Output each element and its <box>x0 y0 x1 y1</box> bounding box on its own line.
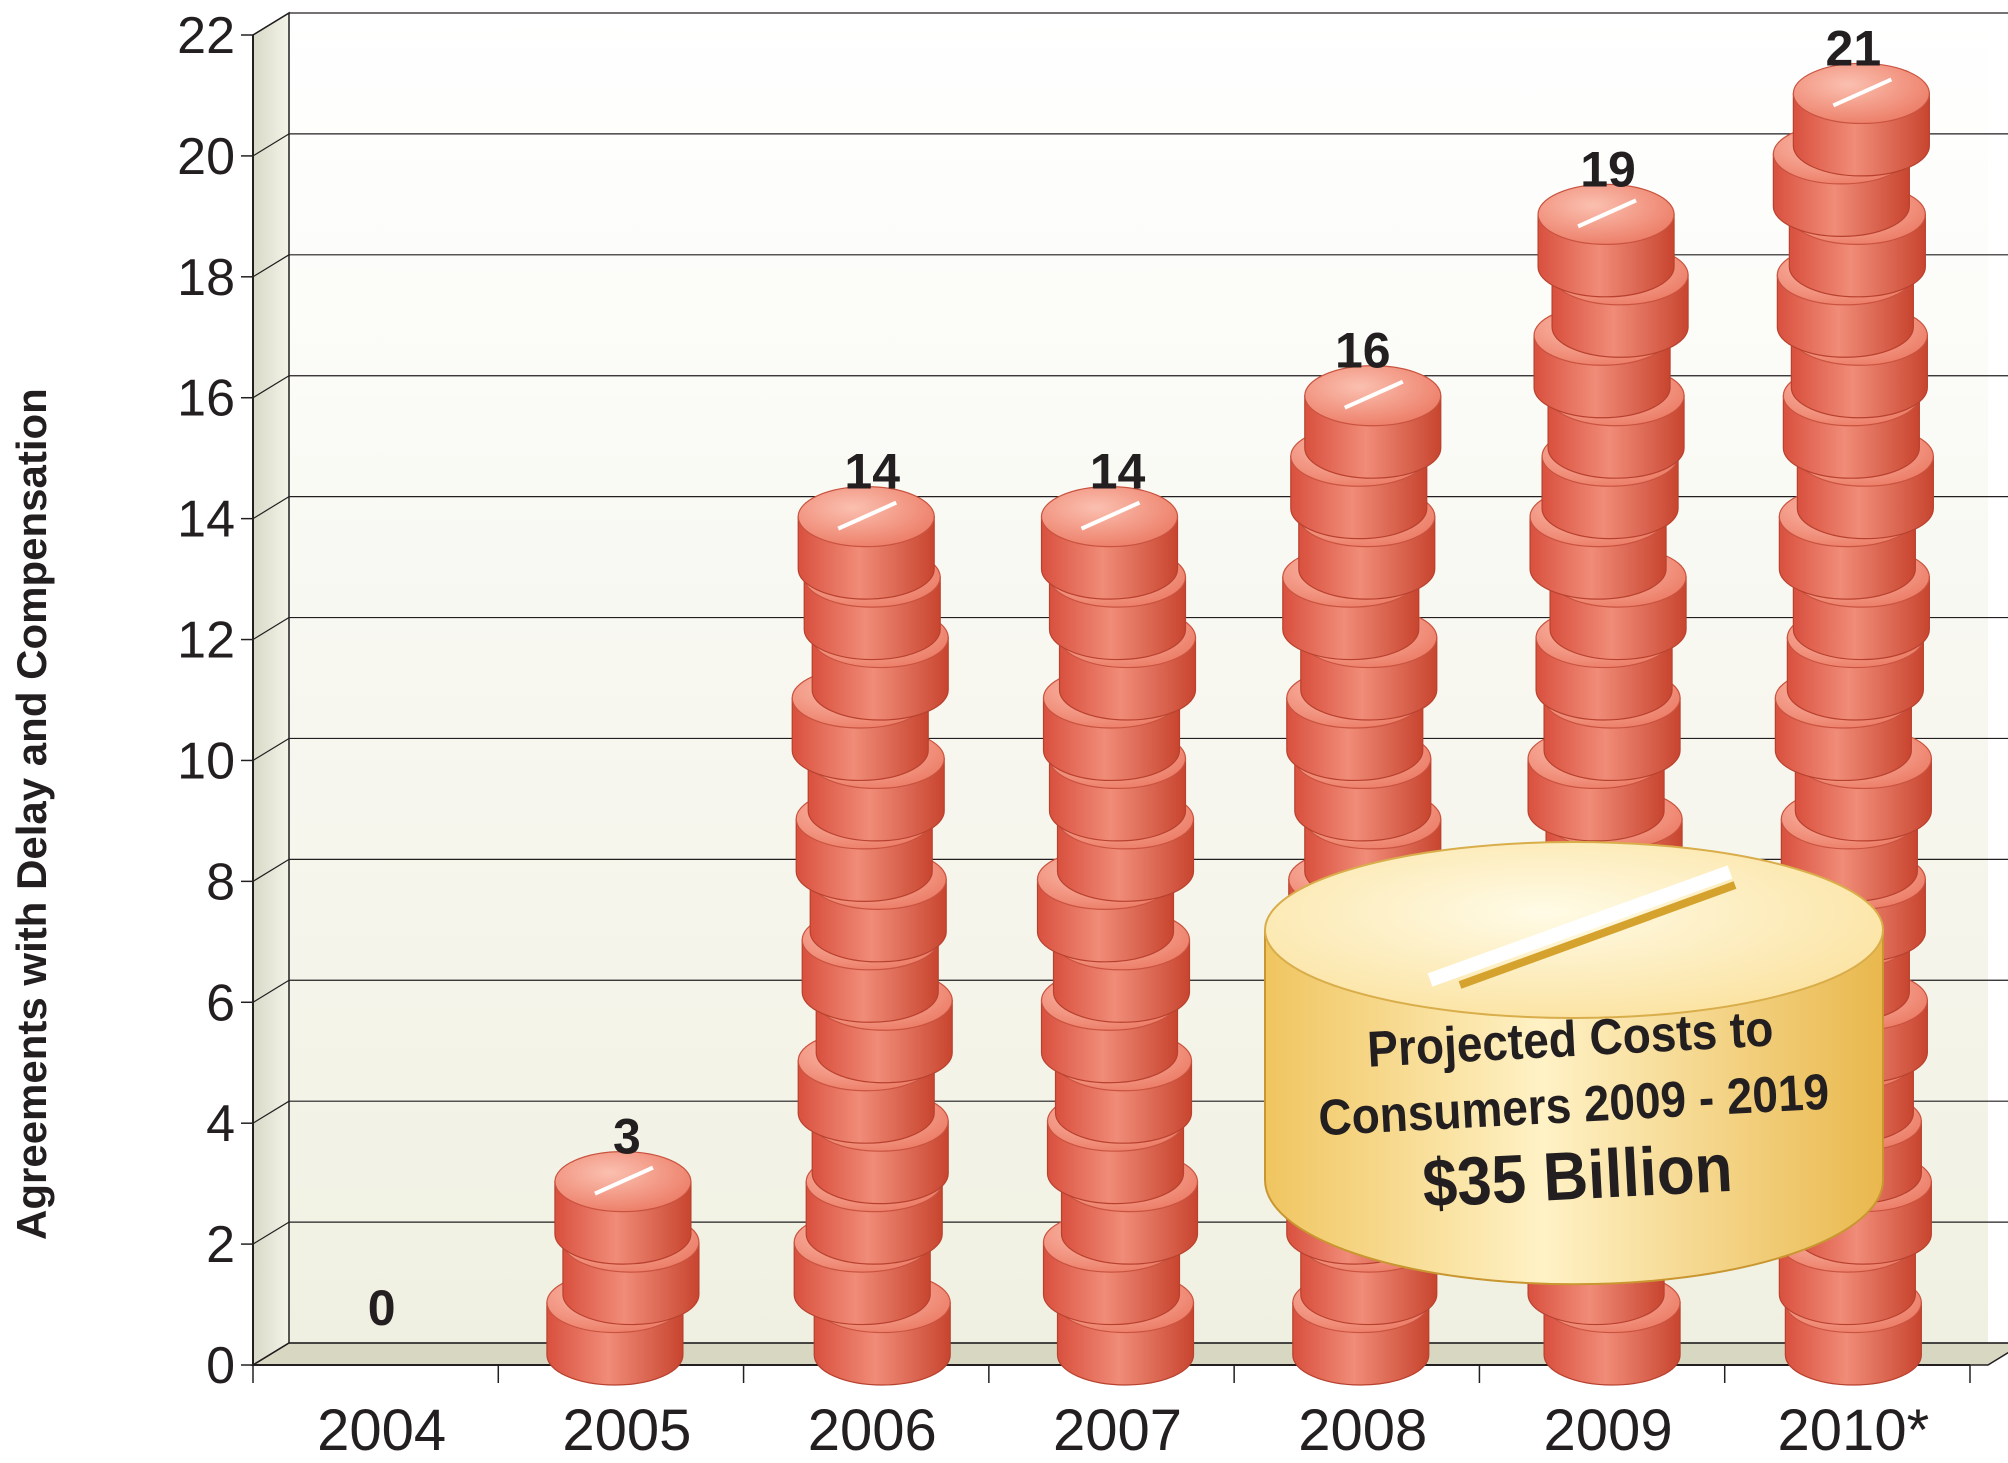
y-axis-ticks: 0 2 4 6 8 10 12 14 16 18 20 22 <box>177 7 254 1395</box>
gridline-diag <box>252 12 290 36</box>
y-tick-label: 10 <box>177 732 235 790</box>
value-label: 16 <box>1335 323 1391 379</box>
gridline-diag <box>252 737 290 761</box>
bar-stack <box>791 486 953 1386</box>
pill-score <box>837 500 898 531</box>
value-label: 21 <box>1826 20 1882 76</box>
pill-score <box>594 1165 654 1196</box>
x-tick-label: 2010* <box>1778 1398 1930 1463</box>
x-tick-label: 2009 <box>1544 1398 1673 1463</box>
value-labels: 0 3 14 14 16 19 21 <box>368 20 1881 1336</box>
x-tick-label: 2007 <box>1053 1398 1182 1463</box>
x-tick-label: 2005 <box>562 1398 691 1463</box>
pill-score <box>1832 77 1893 108</box>
bar-stack <box>1036 486 1199 1386</box>
y-axis-label-text: Agreements with Delay and Compensation <box>8 388 55 1240</box>
x-tick-label: 2008 <box>1298 1398 1427 1463</box>
gridline-diag <box>252 133 290 157</box>
value-label: 19 <box>1580 141 1636 197</box>
gridline-diag <box>252 254 290 278</box>
y-tick-label: 8 <box>206 853 235 911</box>
x-tick-label: 2006 <box>808 1398 937 1463</box>
gridline-diag <box>252 1342 290 1366</box>
y-tick-label: 18 <box>177 249 235 307</box>
cost-callout: Projected Costs to Consumers 2009 - 2019… <box>1264 841 1884 1286</box>
gridline-diag <box>252 858 290 882</box>
callout-score-shadow <box>1458 881 1737 989</box>
pill-score <box>1080 500 1141 531</box>
callout-side <box>1264 929 1884 1286</box>
value-label: 0 <box>368 1280 396 1336</box>
bar-stack <box>546 1151 700 1386</box>
callout-score-line <box>1427 865 1733 987</box>
y-tick-label: 0 <box>206 1337 235 1395</box>
bar-stack <box>1772 62 1934 1386</box>
bars <box>546 62 1934 1386</box>
side-wall <box>252 11 290 1367</box>
value-label: 14 <box>1090 444 1146 500</box>
gridline-diag <box>252 375 290 399</box>
x-axis: 2004 2005 2006 2007 2008 2009 2010* <box>252 1364 1971 1463</box>
y-tick-label: 12 <box>177 612 235 670</box>
y-tick-label: 16 <box>177 370 235 428</box>
gridline-diag <box>252 617 290 641</box>
y-tick-label: 2 <box>206 1216 235 1274</box>
gridline-diag <box>252 979 290 1003</box>
gridline-diag <box>252 1100 290 1124</box>
pill-score <box>1577 198 1637 229</box>
y-tick-label: 6 <box>206 974 235 1032</box>
value-label: 14 <box>844 444 900 500</box>
y-tick-label: 20 <box>177 128 235 186</box>
callout-line-3: $35 Billion <box>1421 1129 1735 1222</box>
x-tick-label: 2004 <box>317 1398 446 1463</box>
y-tick-label: 22 <box>177 7 235 65</box>
y-tick-label: 4 <box>206 1095 235 1153</box>
y-tick-label: 14 <box>177 491 235 549</box>
gridline-diag <box>252 496 290 520</box>
pill-score <box>1343 379 1404 410</box>
gridline-diag <box>252 1221 290 1245</box>
value-label: 3 <box>613 1109 641 1165</box>
